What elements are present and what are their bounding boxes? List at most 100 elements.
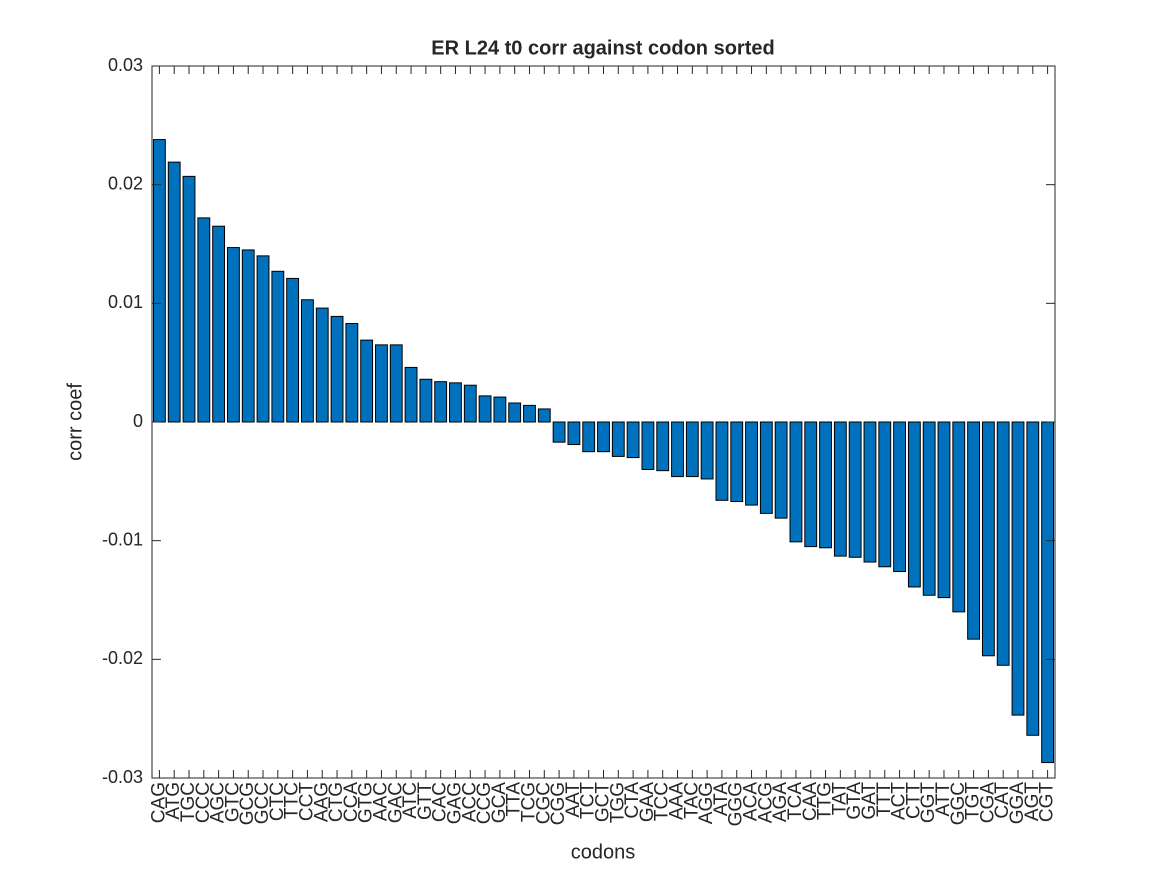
x-tick-label: GAG: [444, 782, 465, 824]
bar: [952, 421, 966, 613]
x-tick-label: GTC: [222, 782, 243, 822]
bar: [419, 378, 433, 423]
bar: [315, 307, 329, 423]
x-tick-label: GAC: [385, 782, 406, 823]
bar: [789, 421, 803, 543]
x-tick-label: CCT: [296, 782, 317, 821]
bar: [1026, 421, 1040, 736]
bar: [226, 247, 240, 423]
x-tick-label: GGT: [918, 782, 939, 824]
x-tick-label: GGA: [1007, 782, 1028, 825]
x-tick-label: ATC: [400, 782, 421, 819]
x-tick-label: GTT: [415, 782, 436, 820]
bar: [626, 421, 640, 459]
x-tick-label: GCT: [593, 782, 614, 823]
x-tick-label: AGT: [1022, 782, 1043, 821]
x-tick-label: GCC: [252, 782, 273, 824]
bar: [167, 161, 181, 423]
bar: [967, 421, 981, 640]
x-tick-label: CGA: [977, 782, 998, 824]
x-tick-label: AGA: [770, 782, 791, 822]
x-tick-label: CTC: [267, 782, 288, 821]
bar: [878, 421, 892, 568]
bar: [922, 421, 936, 596]
bar: [389, 344, 403, 423]
y-tick-label: 0: [133, 411, 143, 431]
x-tick-label: CCC: [193, 782, 214, 823]
bar: [1011, 421, 1025, 716]
bar: [301, 299, 314, 423]
x-tick-label: ACC: [459, 782, 480, 822]
bar: [656, 421, 670, 472]
x-tick-label: TTG: [815, 782, 836, 820]
x-tick-label: AAC: [370, 782, 391, 821]
bar: [774, 421, 788, 519]
bar: [256, 255, 270, 423]
bar: [597, 421, 610, 453]
bar: [404, 366, 418, 423]
bar: [434, 381, 448, 423]
bar: [863, 421, 877, 563]
y-tick-label: -0.01: [102, 529, 143, 549]
x-tick-label: AAT: [563, 782, 584, 818]
x-tick-label: ACT: [889, 782, 910, 820]
plot-frame: [151, 65, 1056, 779]
x-tick-label: GTG: [356, 782, 377, 823]
bar: [197, 217, 211, 423]
x-tick-label: CCG: [474, 782, 495, 824]
x-tick-label: TCC: [652, 782, 673, 821]
bar: [700, 421, 714, 480]
x-tick-label: CAA: [800, 782, 821, 821]
bar: [523, 404, 536, 423]
y-tick-label: -0.02: [102, 648, 143, 668]
bar: [360, 339, 374, 423]
x-tick-label: CGG: [548, 782, 569, 825]
x-tick-label: CTG: [326, 782, 347, 822]
bar: [893, 421, 906, 573]
x-tick-label: CGT: [1037, 782, 1058, 823]
bar: [212, 225, 226, 423]
x-tick-label: GGC: [948, 782, 969, 825]
x-tick-label: AGG: [696, 782, 717, 824]
bar: [745, 421, 758, 506]
bar: [819, 421, 832, 549]
bar: [611, 421, 625, 457]
y-tick-label: 0.03: [108, 55, 143, 75]
x-tick-label: GGG: [726, 782, 747, 826]
x-tick-label: CAT: [992, 782, 1013, 819]
bar: [833, 421, 847, 557]
x-tick-label: TCT: [578, 782, 599, 819]
y-tick-label: 0.02: [108, 173, 143, 193]
x-tick-label: TCG: [518, 782, 539, 822]
x-tick-label: TAC: [681, 782, 702, 819]
bar: [641, 421, 655, 470]
bar: [241, 249, 255, 423]
bar: [996, 421, 1010, 666]
bar: [567, 421, 581, 446]
x-tick-label: GAT: [859, 782, 880, 820]
bar: [463, 384, 477, 423]
bar: [981, 421, 995, 657]
bar: [330, 315, 344, 423]
bar: [582, 421, 596, 453]
x-tick-label: TGC: [178, 782, 199, 822]
x-tick-label: ATT: [933, 782, 954, 817]
bar: [478, 395, 492, 423]
x-tick-label: ATG: [163, 782, 184, 820]
bar: [537, 408, 551, 423]
bar: [508, 402, 522, 423]
x-tick-label: ACG: [755, 782, 776, 823]
bar: [345, 323, 359, 423]
x-tick-label: TGG: [607, 782, 628, 823]
bar: [271, 270, 285, 423]
x-tick-label: TGT: [963, 782, 984, 820]
x-axis-label: codons: [571, 841, 636, 863]
bar: [375, 344, 388, 423]
y-tick-label: -0.03: [102, 767, 143, 787]
bar: [152, 139, 166, 423]
bar: [804, 421, 818, 548]
bar: [1041, 421, 1055, 764]
bar: [493, 396, 507, 423]
x-tick-label: TAT: [829, 782, 850, 815]
x-tick-label: TTA: [504, 782, 525, 817]
